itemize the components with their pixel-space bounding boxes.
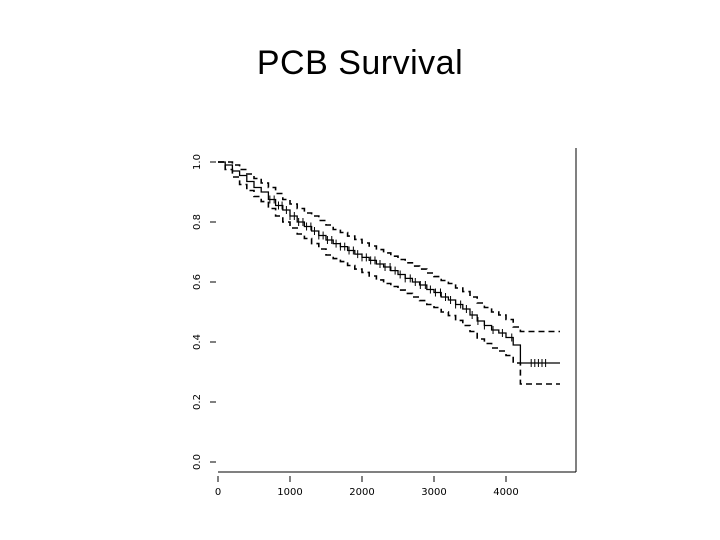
y-tick-label: 1.0	[192, 154, 203, 170]
censor-marks	[269, 195, 547, 367]
x-tick-label: 4000	[493, 487, 518, 498]
x-tick-label: 1000	[277, 487, 302, 498]
lower-ci-line	[218, 161, 560, 385]
y-tick-label: 0.2	[192, 394, 203, 410]
y-tick-label: 0.8	[192, 214, 203, 230]
x-tick-label: 0	[215, 487, 221, 498]
y-tick-label: 0.0	[192, 454, 203, 470]
y-tick-label: 0.6	[192, 274, 203, 290]
plot-frame	[218, 148, 577, 473]
x-tick-label: 3000	[421, 487, 446, 498]
slide-title: PCB Survival	[256, 44, 464, 82]
y-axis: 0.0 0.2 0.4 0.6 0.8 1.0	[192, 154, 216, 470]
upper-ci-line	[218, 161, 560, 333]
y-tick-label: 0.4	[192, 334, 203, 350]
x-axis: 0 1000 2000 3000 4000	[215, 476, 519, 498]
series-layer	[218, 161, 560, 385]
x-tick-label: 2000	[349, 487, 374, 498]
estimate-line	[218, 161, 560, 364]
